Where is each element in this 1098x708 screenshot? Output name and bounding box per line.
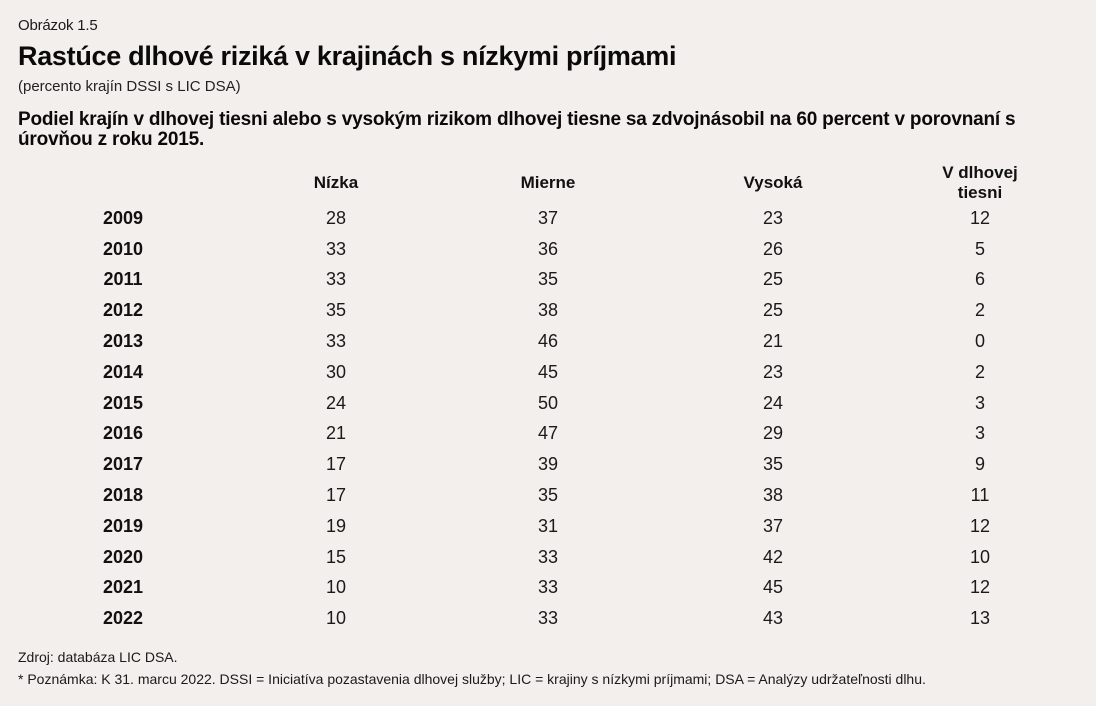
table-row: 2022 10 33 43 13 [60,603,1024,634]
cell-moderate: 36 [537,238,559,259]
cell-high: 23 [762,361,784,382]
row-year: 2018 [102,485,144,506]
cell-debt-distress: 3 [974,392,985,413]
cell-low: 24 [325,392,347,413]
cell-moderate: 35 [537,269,559,290]
source-note: Zdroj: databáza LIC DSA. [18,649,178,665]
table-row: 2012 35 38 25 2 [60,295,1024,326]
cell-high: 25 [762,300,784,321]
cell-moderate: 50 [537,392,559,413]
cell-low: 17 [325,454,347,475]
cell-debt-distress: 2 [974,300,985,321]
figure-headline: Podiel krajín v dlhovej tiesni alebo s v… [18,109,1016,150]
cell-moderate: 38 [537,300,559,321]
data-table: Nízka Mierne Vysoká V dlhovej tiesni 200… [60,163,1024,634]
cell-low: 28 [325,207,347,228]
row-year: 2020 [102,546,144,567]
row-year: 2013 [102,331,144,352]
figure-label: Obrázok 1.5 [18,17,98,34]
cell-high: 37 [762,515,784,536]
row-year: 2016 [102,423,144,444]
cell-low: 33 [325,238,347,259]
footnote: * Poznámka: K 31. marcu 2022. DSSI = Ini… [18,671,926,687]
cell-moderate: 33 [537,577,559,598]
cell-moderate: 39 [537,454,559,475]
cell-moderate: 45 [537,361,559,382]
cell-high: 35 [762,454,784,475]
cell-low: 15 [325,546,347,567]
figure-subtitle: (percento krajín DSSI s LIC DSA) [18,78,241,95]
row-year: 2022 [102,608,144,629]
cell-debt-distress: 3 [974,423,985,444]
cell-high: 25 [762,269,784,290]
cell-low: 21 [325,423,347,444]
cell-low: 17 [325,485,347,506]
cell-high: 26 [762,238,784,259]
row-year: 2010 [102,238,144,259]
table-row: 2013 33 46 21 0 [60,326,1024,357]
table-row: 2016 21 47 29 3 [60,419,1024,450]
table-row: 2009 28 37 23 12 [60,203,1024,234]
column-header-moderate: Mierne [520,173,576,192]
cell-debt-distress: 0 [974,331,985,352]
cell-debt-distress: 12 [969,577,991,598]
cell-debt-distress: 13 [969,608,991,629]
row-year: 2019 [102,515,144,536]
cell-moderate: 35 [537,485,559,506]
cell-debt-distress: 12 [969,207,991,228]
cell-debt-distress: 12 [969,515,991,536]
cell-debt-distress: 6 [974,269,985,290]
row-year: 2015 [102,392,144,413]
table-row: 2018 17 35 38 11 [60,480,1024,511]
cell-moderate: 31 [537,515,559,536]
cell-moderate: 37 [537,207,559,228]
cell-debt-distress: 5 [974,238,985,259]
cell-high: 24 [762,392,784,413]
table-row: 2019 19 31 37 12 [60,511,1024,542]
cell-debt-distress: 10 [969,546,991,567]
cell-high: 38 [762,485,784,506]
cell-low: 35 [325,300,347,321]
cell-low: 19 [325,515,347,536]
table-row: 2017 17 39 35 9 [60,449,1024,480]
column-header-high: Vysoká [743,173,803,192]
row-year: 2021 [102,577,144,598]
table-row: 2011 33 35 25 6 [60,265,1024,296]
cell-high: 29 [762,423,784,444]
cell-high: 21 [762,331,784,352]
cell-low: 10 [325,577,347,598]
row-year: 2012 [102,300,144,321]
row-year: 2009 [102,207,144,228]
cell-low: 10 [325,608,347,629]
cell-low: 33 [325,331,347,352]
table-row: 2015 24 50 24 3 [60,388,1024,419]
table-row: 2020 15 33 42 10 [60,542,1024,573]
table-row: 2014 30 45 23 2 [60,357,1024,388]
cell-low: 33 [325,269,347,290]
cell-moderate: 33 [537,608,559,629]
cell-debt-distress: 2 [974,361,985,382]
column-header-debt-distress: V dlhovej tiesni [942,163,1018,202]
row-year: 2017 [102,454,144,475]
cell-high: 23 [762,207,784,228]
cell-high: 42 [762,546,784,567]
cell-debt-distress: 11 [970,485,990,506]
cell-moderate: 47 [537,423,559,444]
row-year: 2011 [103,269,143,290]
figure-title: Rastúce dlhové riziká v krajinách s nízk… [18,41,677,71]
cell-debt-distress: 9 [974,454,985,475]
cell-moderate: 46 [537,331,559,352]
table-header-row: Nízka Mierne Vysoká V dlhovej tiesni [60,163,1024,203]
table-row: 2021 10 33 45 12 [60,573,1024,604]
cell-high: 43 [762,608,784,629]
cell-moderate: 33 [537,546,559,567]
cell-low: 30 [325,361,347,382]
table-row: 2010 33 36 26 5 [60,234,1024,265]
cell-high: 45 [762,577,784,598]
column-header-low: Nízka [313,173,359,192]
column-header-year [60,163,186,203]
row-year: 2014 [102,361,144,382]
